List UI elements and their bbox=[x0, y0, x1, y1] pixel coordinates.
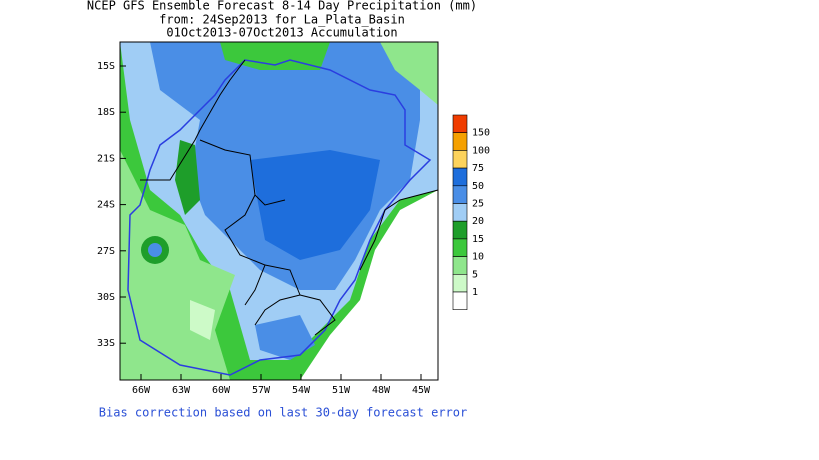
legend-level: 15 bbox=[472, 234, 484, 245]
legend-swatch bbox=[452, 114, 468, 134]
footer-note: Bias correction based on last 30-day for… bbox=[99, 406, 467, 420]
legend-swatch bbox=[452, 132, 468, 151]
legend-level: 25 bbox=[472, 199, 484, 210]
title-line: 01Oct2013-07Oct2013 Accumulation bbox=[166, 26, 397, 40]
lat-label: 33S bbox=[97, 338, 115, 349]
lat-label: 24S bbox=[97, 200, 115, 211]
precip-field bbox=[120, 42, 438, 380]
borders bbox=[140, 59, 439, 336]
legend-swatch bbox=[452, 256, 468, 275]
legend-level: 50 bbox=[472, 181, 484, 192]
lon-label: 66W bbox=[132, 385, 151, 396]
legend-level: 10 bbox=[472, 252, 484, 263]
lat-label: 21S bbox=[97, 153, 115, 164]
legend-swatch bbox=[452, 167, 468, 187]
legend-swatch bbox=[452, 185, 468, 204]
lon-label: 63W bbox=[172, 385, 191, 396]
map-frame bbox=[119, 41, 439, 381]
lon-label: 48W bbox=[372, 385, 391, 396]
lon-label: 57W bbox=[252, 385, 271, 396]
legend-swatch bbox=[452, 273, 468, 293]
lon-label: 51W bbox=[332, 385, 351, 396]
title-line: from: 24Sep2013 for La_Plata_Basin bbox=[159, 13, 405, 27]
legend-level: 5 bbox=[472, 269, 478, 280]
legend-level: 20 bbox=[472, 216, 484, 227]
legend-level: 150 bbox=[472, 128, 490, 139]
legend-level: 100 bbox=[472, 145, 490, 156]
lon-label: 54W bbox=[292, 385, 311, 396]
lat-label: 18S bbox=[97, 107, 115, 118]
legend-level: 1 bbox=[472, 287, 478, 298]
lat-label: 27S bbox=[97, 246, 115, 257]
legend-swatch bbox=[452, 203, 468, 222]
legend-swatch bbox=[452, 220, 468, 240]
legend-swatch bbox=[452, 150, 468, 169]
lat-label: 30S bbox=[97, 292, 115, 303]
lon-label: 45W bbox=[412, 385, 431, 396]
title-line: NCEP GFS Ensemble Forecast 8-14 Day Prec… bbox=[87, 0, 477, 13]
basin-outline bbox=[127, 59, 432, 376]
lon-label: 60W bbox=[212, 385, 231, 396]
legend-level: 75 bbox=[472, 163, 484, 174]
legend-swatch bbox=[452, 238, 468, 257]
legend-swatch bbox=[452, 291, 468, 311]
title: NCEP GFS Ensemble Forecast 8-14 Day Prec… bbox=[87, 0, 477, 40]
legend: 150 100 75 50 25 20 15 10 5 1 bbox=[452, 114, 490, 311]
lat-label: 15S bbox=[97, 61, 115, 72]
